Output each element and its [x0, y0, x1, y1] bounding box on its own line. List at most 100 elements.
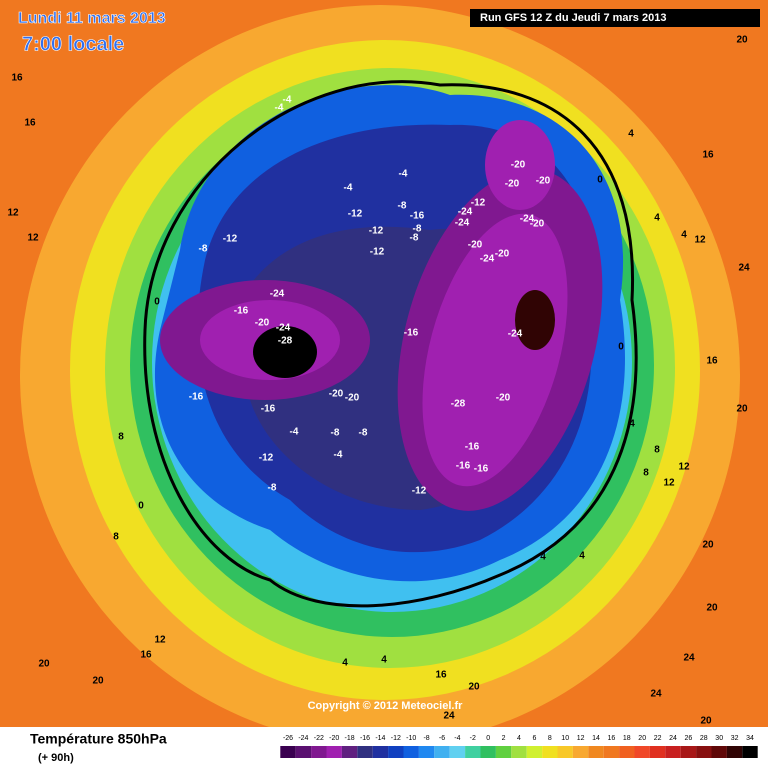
contour-label: -24 [520, 214, 535, 225]
contour-labels: -28-24-24-20-16-16-16-20 -20-12-8-12-12-1… [7, 35, 750, 727]
colorbar-tick: -16 [360, 735, 370, 742]
colorbar-swatch [711, 746, 727, 758]
contour-label: 12 [154, 635, 166, 646]
contour-label: 8 [643, 468, 649, 479]
colorbar-swatch [449, 746, 466, 758]
time: 7:00 locale [22, 33, 124, 55]
contour-label: -20 [329, 389, 344, 400]
colorbar-tick: 10 [561, 735, 569, 742]
contour-label: 4 [629, 419, 635, 430]
colorbar-tick: 20 [638, 735, 646, 742]
contour-label: -24 [455, 218, 470, 229]
contour-label: -8 [359, 428, 368, 439]
contour-label: -12 [223, 234, 238, 245]
contour-label: 8 [118, 432, 124, 443]
contour-label: -4 [290, 427, 299, 438]
contour-label: 4 [540, 552, 546, 563]
colorbar-tick: -4 [454, 735, 460, 742]
contour-label: 20 [700, 716, 712, 727]
contour-label: -24 [270, 289, 285, 300]
colorbar-swatch [434, 746, 450, 758]
contour-label: -28 [451, 399, 466, 410]
contour-label: -20 [505, 179, 520, 190]
colorbar-swatch [726, 746, 743, 758]
colorbar-tick: 26 [685, 735, 693, 742]
contour-label: -12 [471, 198, 486, 209]
contour-label: 16 [24, 118, 36, 129]
colorbar-swatch [542, 746, 558, 758]
contour-label: 16 [702, 150, 714, 161]
colorbar-swatch [418, 746, 435, 758]
colorbar-swatch [341, 746, 358, 758]
colorbar-tick: 28 [700, 735, 708, 742]
colorbar-tick: 24 [669, 735, 677, 742]
colorbar-tick: -2 [470, 735, 476, 742]
date: Lundi 11 mars 2013 [18, 10, 166, 27]
colorbar-swatch [603, 746, 620, 758]
colorbar-swatch [465, 746, 481, 758]
contour-label: 24 [650, 689, 662, 700]
contour-label: -12 [348, 209, 363, 220]
run-info: Run GFS 12 Z du Jeudi 7 mars 2013 [480, 12, 666, 24]
colorbar-swatch [495, 746, 512, 758]
contour-label: 12 [694, 235, 706, 246]
contour-label: 8 [113, 532, 119, 543]
colorbar-tick: -26 [283, 735, 293, 742]
contour-label: -24 [480, 254, 495, 265]
colorbar-swatch [557, 746, 573, 758]
header: Lundi 11 mars 2013 7:00 locale Run GFS 1… [18, 9, 760, 56]
contour-label: -8 [398, 201, 407, 212]
contour-label: -16 [456, 461, 471, 472]
colorbar-swatch [665, 746, 681, 758]
contour-label: 20 [706, 603, 718, 614]
colorbar-tick: -18 [345, 735, 355, 742]
contour-label: -24 [508, 329, 523, 340]
contour-label: -4 [399, 169, 408, 180]
contour-label: 24 [738, 263, 750, 274]
contour-label: -20 [496, 393, 511, 404]
contour-label: -4 [334, 450, 343, 461]
contour-label: -16 [234, 306, 249, 317]
contour-label: 8 [654, 445, 660, 456]
colorbar-swatch [619, 746, 635, 758]
contour-label: 4 [381, 655, 387, 666]
colorbar-tick: 2 [502, 735, 506, 742]
colorbar-swatch [280, 746, 296, 758]
contour-label: 20 [702, 540, 714, 551]
colorbar-tick: -24 [298, 735, 308, 742]
contour-label: 0 [154, 297, 160, 308]
colorbar-tick: 4 [517, 735, 521, 742]
contour-label: -28 [278, 336, 293, 347]
contour-label: -20 [511, 160, 526, 171]
colorbar-tick: -20 [329, 735, 339, 742]
lead-time: (+ 90h) [38, 752, 74, 764]
contour-label: 20 [468, 682, 480, 693]
contour-label: 4 [681, 230, 687, 241]
contour-label: -16 [261, 404, 276, 415]
colorbar-tick: 18 [623, 735, 631, 742]
contour-label: 0 [597, 175, 603, 186]
contour-label: -20 [495, 249, 510, 260]
contour-label: 12 [7, 208, 19, 219]
contour-label: 20 [736, 35, 748, 46]
contour-label: 20 [736, 404, 748, 415]
contour-label: -24 [458, 207, 473, 218]
colorbar-tick: 32 [731, 735, 739, 742]
colorbar-tick: -10 [406, 735, 416, 742]
colorbar-swatch [295, 746, 312, 758]
colorbar-swatch [572, 746, 589, 758]
contour-label: 0 [618, 342, 624, 353]
contour-label: -16 [465, 442, 480, 453]
contour-label: 16 [140, 650, 152, 661]
colorbar-tick: 30 [715, 735, 723, 742]
colorbar-tick: 12 [577, 735, 585, 742]
colorbar-swatch [588, 746, 604, 758]
colorbar-tick: 22 [654, 735, 662, 742]
colorbar-swatch [311, 746, 327, 758]
colorbar-swatch [680, 746, 697, 758]
footer-title: Température 850hPa [30, 731, 167, 747]
colorbar-swatch [649, 746, 666, 758]
contour-label: 12 [678, 462, 690, 473]
contour-label: -4 [344, 183, 353, 194]
